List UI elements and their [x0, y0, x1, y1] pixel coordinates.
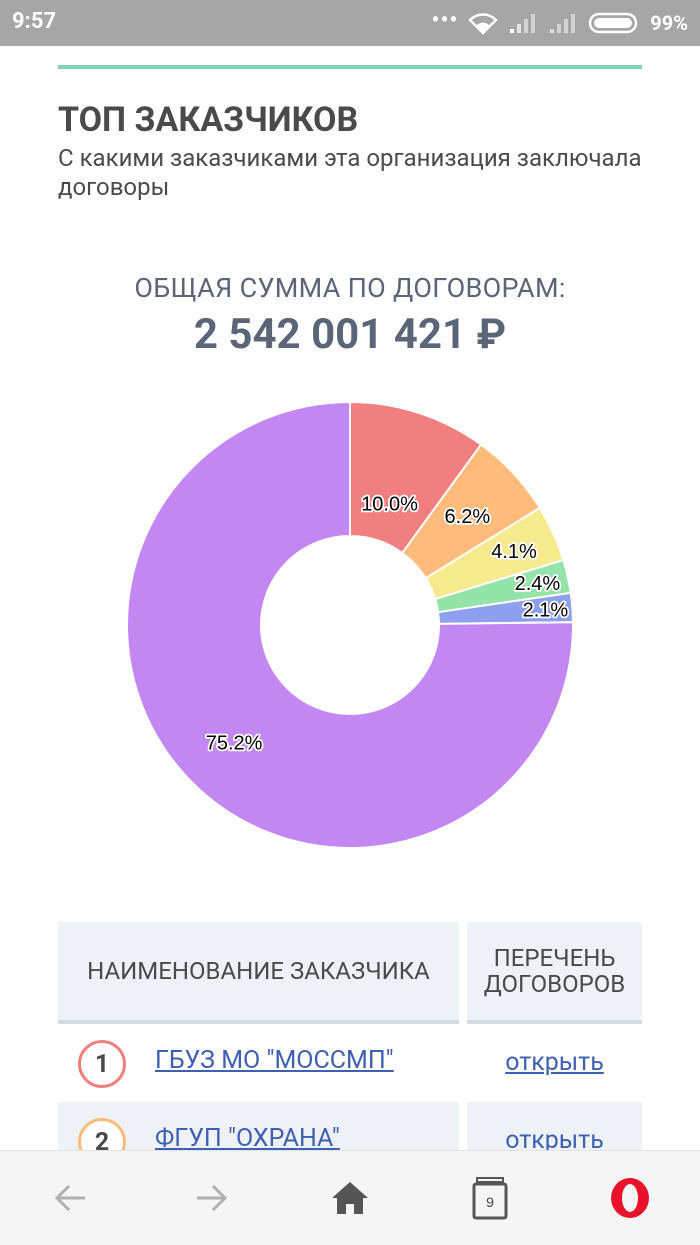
- tabs-icon: 9: [472, 1177, 508, 1220]
- forward-button[interactable]: [186, 1173, 236, 1223]
- slice-label: 4.1%: [491, 541, 537, 563]
- section-divider: [58, 65, 642, 69]
- opera-icon: [611, 1178, 649, 1218]
- section-subtitle: С какими заказчиками эта организация зак…: [58, 144, 642, 201]
- donut-slice: [400, 443, 542, 580]
- opera-menu-button[interactable]: [605, 1173, 655, 1223]
- slice-label: 10.0%: [361, 493, 418, 515]
- page-content[interactable]: ТОП ЗАКАЗЧИКОВ С какими заказчиками эта …: [0, 46, 700, 1150]
- wifi-icon: [468, 13, 499, 35]
- slice-label: 2.1%: [523, 600, 569, 622]
- battery-percent: 99%: [650, 11, 688, 35]
- slice-label: 2.4%: [515, 573, 561, 595]
- contracts-cell: открыть: [467, 1102, 642, 1150]
- slice-label: 6.2%: [445, 506, 491, 528]
- open-contracts-link[interactable]: открыть: [505, 1048, 604, 1077]
- donut-slice: [126, 400, 574, 849]
- total-value: 2 542 001 421 ₽: [193, 310, 507, 359]
- home-icon: [332, 1182, 368, 1214]
- status-time: 9:57: [12, 9, 57, 34]
- column-header-name: НАИМЕНОВАНИЕ ЗАКАЗЧИКА: [58, 922, 459, 1024]
- slice-label: 75.2%: [206, 732, 263, 754]
- section-title: ТОП ЗАКАЗЧИКОВ: [58, 100, 359, 140]
- customer-cell: 2 ФГУП "ОХРАНА": [58, 1102, 459, 1150]
- donut-slice: [436, 591, 574, 625]
- tab-count: 9: [486, 1194, 494, 1210]
- status-icons: ••• 99%: [432, 8, 688, 38]
- total-label: ОБЩАЯ СУММА ПО ДОГОВОРАМ:: [134, 272, 566, 304]
- customer-cell: 1 ГБУЗ МО "МОССМП": [58, 1024, 459, 1102]
- customer-link[interactable]: ГБУЗ МО "МОССМП": [155, 1046, 394, 1075]
- home-button[interactable]: [325, 1173, 375, 1223]
- battery-icon: [589, 12, 638, 34]
- signal-icon: [510, 14, 536, 33]
- notification-dots: •••: [431, 7, 459, 33]
- back-button[interactable]: [46, 1173, 96, 1223]
- signal-icon-2: [550, 14, 576, 33]
- column-header-contracts: ПЕРЕЧЕНЬ ДОГОВОРОВ: [467, 922, 642, 1024]
- donut-slice: [424, 506, 565, 601]
- rank-badge: 2: [78, 1118, 126, 1150]
- customer-link[interactable]: ФГУП "ОХРАНА": [155, 1124, 340, 1150]
- contracts-cell: открыть: [467, 1024, 642, 1102]
- forward-arrow-icon: [197, 1184, 228, 1212]
- tabs-button[interactable]: 9: [465, 1173, 515, 1223]
- open-contracts-link[interactable]: открыть: [505, 1126, 604, 1150]
- table-row: 2 ФГУП "ОХРАНА" открыть: [58, 1102, 642, 1150]
- back-arrow-icon: [54, 1184, 85, 1212]
- status-bar: 9:57 ••• 99%: [0, 0, 700, 46]
- donut-slice: [349, 400, 483, 555]
- donut-slice: [433, 558, 572, 614]
- browser-navbar: 9: [0, 1150, 700, 1245]
- rank-badge: 1: [78, 1040, 126, 1088]
- table-row: 1 ГБУЗ МО "МОССМП" открыть: [58, 1024, 642, 1102]
